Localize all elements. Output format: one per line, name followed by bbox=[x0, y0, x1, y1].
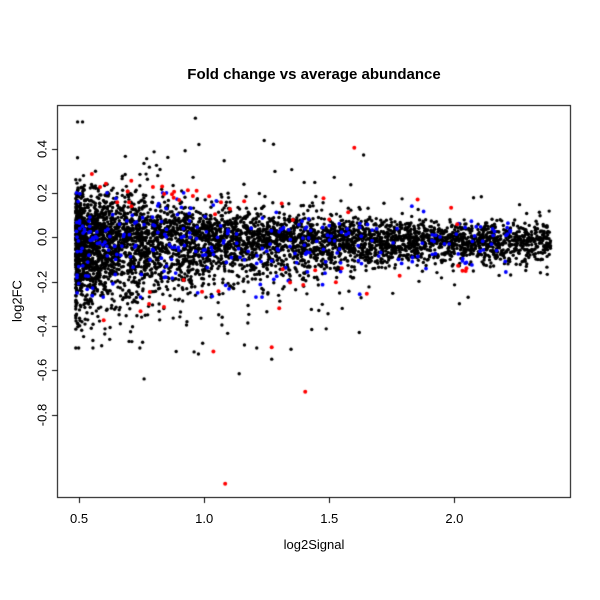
x-axis-label: log2Signal bbox=[283, 537, 345, 552]
y-tick-label: -0.6 bbox=[34, 359, 50, 382]
x-tick-label: 2.0 bbox=[445, 511, 464, 526]
chart-title: Fold change vs average abundance bbox=[187, 66, 441, 83]
y-tick-label: -0.4 bbox=[34, 314, 50, 338]
y-tick-label: 0.4 bbox=[34, 139, 50, 158]
y-tick-label: -0.8 bbox=[34, 403, 50, 426]
y-tick-label: -0.2 bbox=[34, 270, 50, 293]
x-tick-label: 1.0 bbox=[195, 511, 214, 526]
y-axis-label: log2FC bbox=[9, 280, 25, 322]
y-tick-label: 0.0 bbox=[34, 228, 50, 247]
y-tick-label: 0.2 bbox=[34, 183, 50, 202]
x-tick-label: 0.5 bbox=[69, 511, 89, 526]
x-tick-label: 1.5 bbox=[320, 511, 339, 526]
